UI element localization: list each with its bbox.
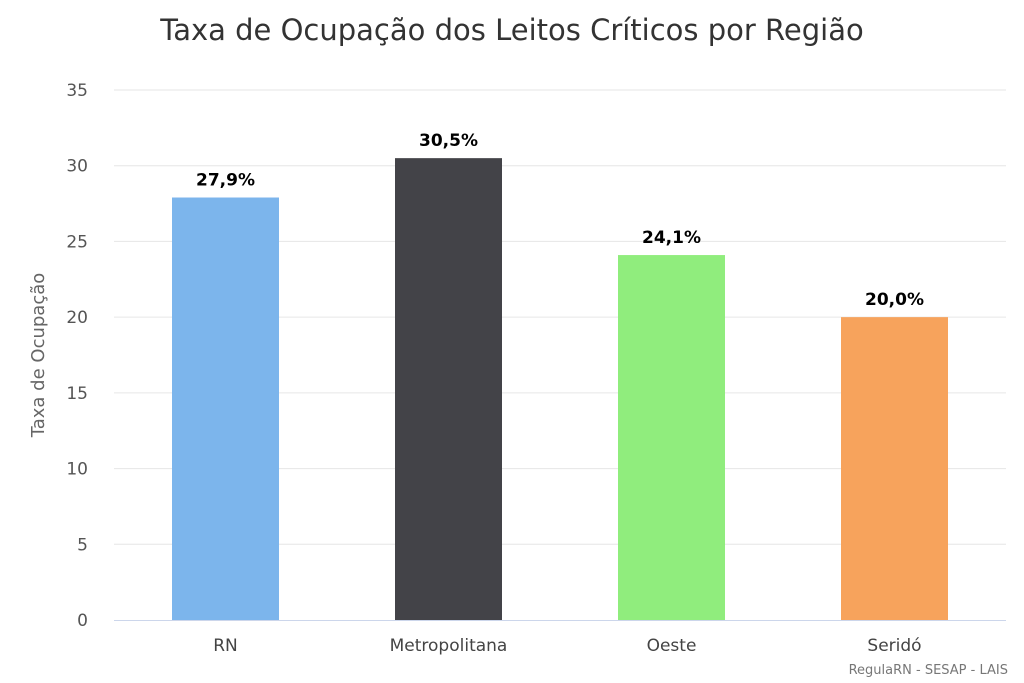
data-labels: 27,9% 30,5% 24,1% 20,0% <box>196 131 924 310</box>
bar-oeste[interactable] <box>618 255 725 621</box>
chart-title: Taxa de Ocupação dos Leitos Críticos por… <box>159 13 863 47</box>
y-axis-label: Taxa de Ocupação <box>28 273 49 439</box>
y-tick-label: 30 <box>66 157 88 177</box>
data-label: 27,9% <box>196 171 255 191</box>
x-category-label: Seridó <box>867 636 921 656</box>
data-label: 24,1% <box>642 228 701 248</box>
y-tick-label: 20 <box>66 308 88 328</box>
bar-metropolitana[interactable] <box>395 158 502 620</box>
data-label: 20,0% <box>865 290 924 310</box>
bar-rn[interactable] <box>172 197 279 620</box>
x-category-label: Oeste <box>647 636 697 656</box>
bars <box>172 158 948 621</box>
x-category-label: RN <box>213 636 238 656</box>
y-tick-label: 35 <box>66 81 88 101</box>
y-tick-label: 25 <box>66 232 88 252</box>
y-tick-label: 10 <box>66 460 88 480</box>
chart-credit[interactable]: RegulaRN - SESAP - LAIS <box>849 663 1008 678</box>
y-tick-label: 0 <box>77 611 88 631</box>
data-label: 30,5% <box>419 131 478 151</box>
bar-serido[interactable] <box>841 317 948 620</box>
x-axis-categories: RN Metropolitana Oeste Seridó <box>213 636 921 656</box>
y-tick-label: 5 <box>77 535 88 555</box>
y-tick-label: 15 <box>66 384 88 404</box>
x-category-label: Metropolitana <box>390 636 508 656</box>
y-axis-ticks: 0 5 10 15 20 25 30 35 <box>66 81 88 631</box>
